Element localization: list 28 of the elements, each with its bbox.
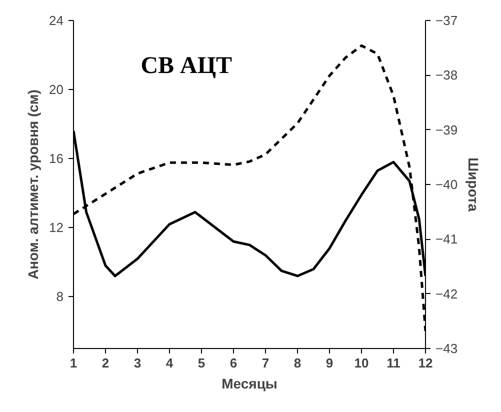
y-tick-label: 16	[49, 151, 64, 166]
y2-tick-label: −42	[436, 286, 458, 302]
y2-tick-label: −41	[436, 232, 458, 247]
x-tick-label: 7	[262, 356, 270, 370]
x-tick-label: 1	[70, 356, 78, 370]
text: СВ АЦТ	[140, 53, 232, 80]
x-tick-label: 12	[418, 356, 433, 370]
x-tick-label: 6	[230, 356, 238, 370]
y2-tick-label: −38	[436, 68, 458, 83]
x-tick-label: 9	[326, 356, 334, 370]
x-tick-label: 8	[294, 356, 302, 370]
y-axis-title: Аном. алтимет. уровня (см)	[25, 90, 42, 280]
y2-tick-label: −40	[436, 177, 458, 192]
y2-axis-title: Широта	[466, 157, 482, 212]
y2-tick-label: −37	[436, 13, 458, 28]
y2-tick-label: −43	[436, 341, 458, 356]
x-axis-title: Месяцы	[222, 376, 278, 392]
y-tick-label: 24	[49, 13, 64, 28]
y-tick-label: 12	[49, 220, 64, 236]
x-tick-label: 2	[102, 356, 110, 370]
y2-tick-label: −39	[436, 122, 458, 138]
x-tick-label: 4	[166, 356, 174, 370]
y-tick-label: 8	[56, 289, 64, 304]
x-tick-label: 5	[198, 356, 206, 370]
x-tick-label: 11	[386, 356, 400, 370]
x-tick-label: 10	[354, 356, 369, 370]
x-tick-label: 3	[134, 356, 142, 370]
y-tick-label: 20	[49, 82, 64, 98]
